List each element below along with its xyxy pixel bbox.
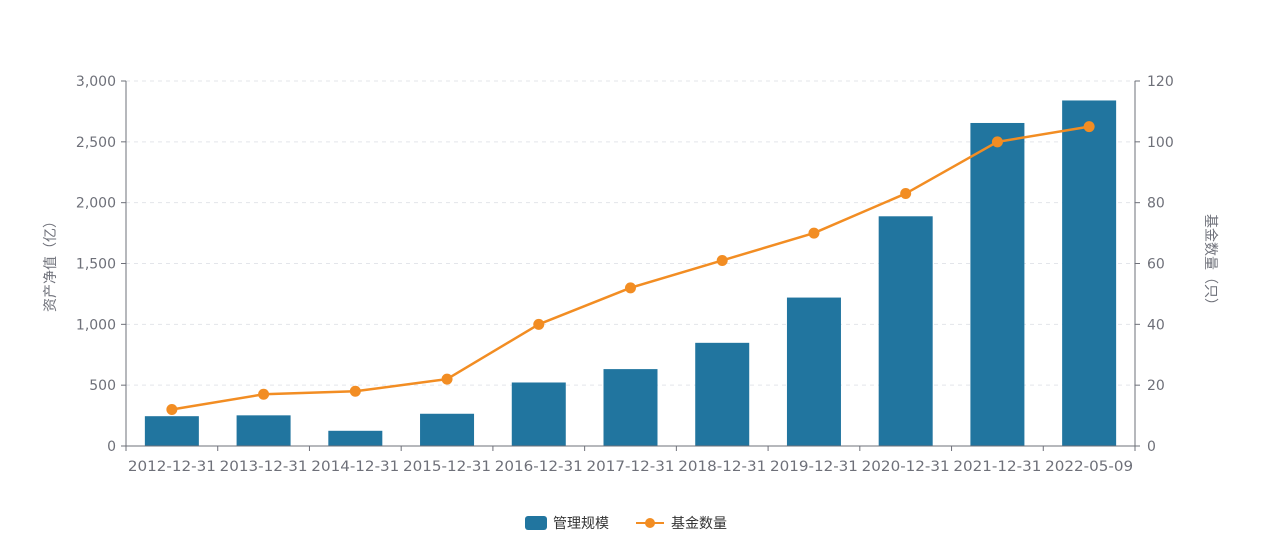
- y-tick-label-left: 1,500: [76, 257, 116, 273]
- axes: 0 0 500 20 1,000 40 1,500 60 2,000 80 2,500 100 3,00…: [76, 74, 1174, 475]
- y-axis-title-left: 资产净值（亿）: [43, 214, 59, 312]
- line-point[interactable]: [716, 254, 728, 266]
- bar[interactable]: [511, 382, 566, 446]
- x-tick-label: 2020-12-31: [862, 459, 950, 475]
- bar[interactable]: [695, 342, 750, 446]
- y-tick-label-left: 3,000: [76, 74, 116, 90]
- x-tick-label: 2012-12-31: [128, 459, 216, 475]
- bar[interactable]: [878, 216, 933, 446]
- bar[interactable]: [1062, 100, 1117, 446]
- x-tick-label: 2022-05-09: [1045, 459, 1133, 475]
- line-point[interactable]: [900, 188, 912, 200]
- line-series: [166, 121, 1095, 415]
- line-point[interactable]: [1083, 121, 1095, 133]
- y-tick-label-right: 60: [1147, 257, 1165, 273]
- bar[interactable]: [970, 122, 1025, 446]
- bar[interactable]: [603, 369, 658, 446]
- x-tick-label: 2018-12-31: [678, 459, 766, 475]
- y-tick-label-left: 500: [89, 378, 116, 394]
- y-tick-label-left: 0: [107, 439, 116, 455]
- line-point[interactable]: [349, 385, 361, 397]
- line-point[interactable]: [166, 404, 178, 415]
- bar[interactable]: [420, 413, 475, 446]
- line-point[interactable]: [808, 227, 820, 239]
- x-tick-label: 2017-12-31: [587, 459, 675, 475]
- bar[interactable]: [328, 430, 383, 446]
- y-tick-label-left: 1,000: [76, 317, 116, 333]
- line-point[interactable]: [625, 282, 636, 294]
- x-tick-label: 2013-12-31: [220, 459, 308, 475]
- y-tick-label-left: 2,000: [76, 196, 116, 212]
- x-tick-label: 2015-12-31: [403, 459, 491, 475]
- line-point[interactable]: [533, 318, 545, 330]
- line-point[interactable]: [441, 373, 453, 385]
- x-tick-label: 2021-12-31: [953, 459, 1041, 475]
- x-tick-label: 2016-12-31: [495, 459, 583, 475]
- y-tick-label-right: 80: [1147, 196, 1165, 212]
- legend-swatch-line-dot[interactable]: [645, 518, 655, 528]
- y-tick-label-right: 0: [1147, 439, 1156, 455]
- line-point[interactable]: [991, 136, 1003, 148]
- y-axis-title-right: 基金数量（只）: [1202, 214, 1219, 312]
- grid-lines: [126, 80, 1135, 386]
- bar[interactable]: [144, 416, 199, 446]
- legend: 管理规模 基金数量: [525, 515, 727, 532]
- bar[interactable]: [786, 297, 841, 446]
- y-tick-label-left: 2,500: [76, 135, 116, 151]
- y-tick-label-right: 20: [1147, 378, 1165, 394]
- legend-swatch-bar[interactable]: [525, 516, 547, 530]
- y-tick-label-right: 100: [1147, 135, 1174, 151]
- x-tick-label: 2014-12-31: [311, 459, 399, 475]
- bar-series: [144, 100, 1117, 446]
- x-tick-label: 2019-12-31: [770, 459, 858, 475]
- bar[interactable]: [236, 415, 291, 446]
- line-point[interactable]: [258, 388, 270, 400]
- y-tick-label-right: 40: [1147, 317, 1165, 333]
- y-tick-label-right: 120: [1147, 74, 1174, 90]
- line-path: [171, 125, 1090, 411]
- legend-label-bar[interactable]: 管理规模: [553, 516, 609, 532]
- legend-label-line[interactable]: 基金数量: [671, 515, 727, 532]
